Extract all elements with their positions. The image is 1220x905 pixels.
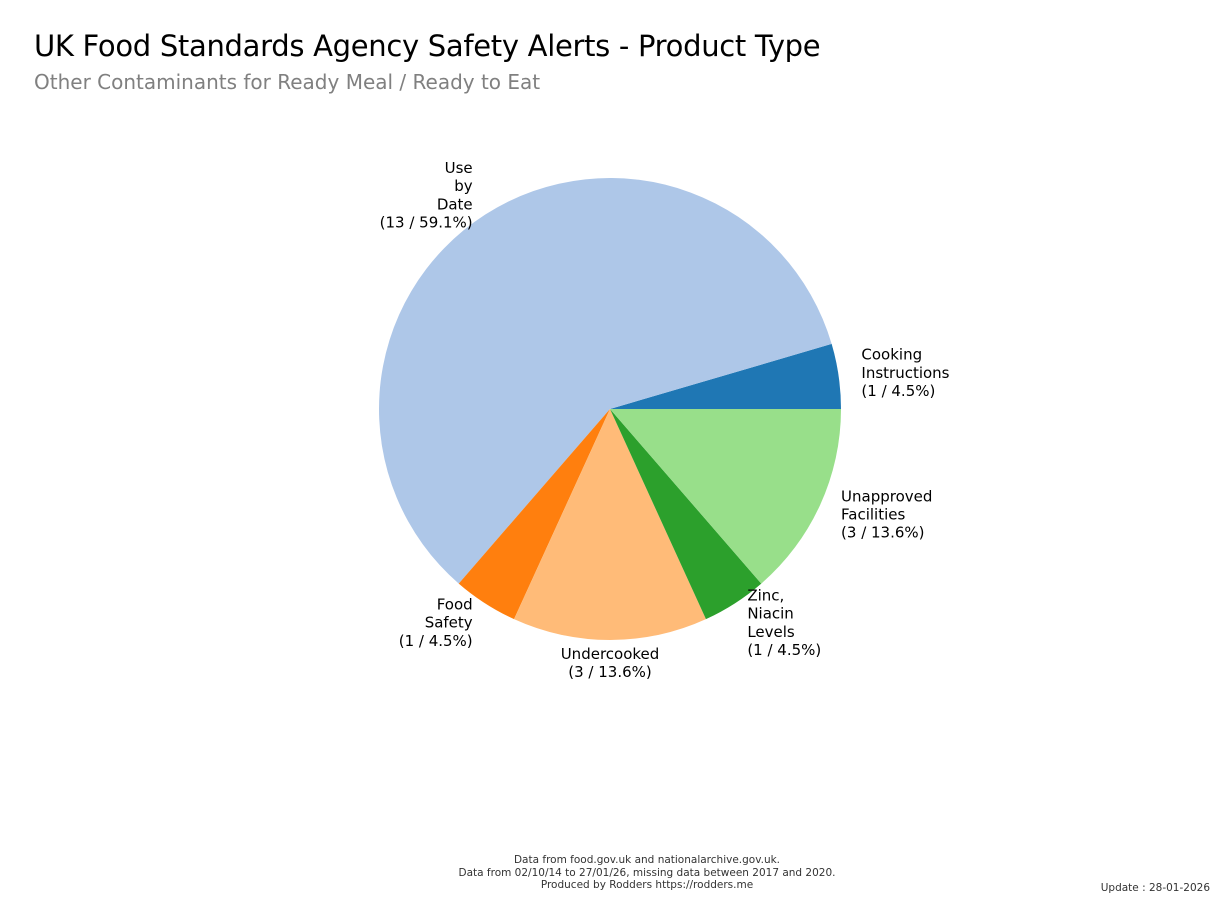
slice-label-line: Undercooked <box>561 645 660 663</box>
slice-label-line: (1 / 4.5%) <box>747 641 821 659</box>
slice-label-line: Zinc, <box>747 586 784 604</box>
slice-label-line: Niacin <box>747 605 794 623</box>
slice-label-line: (3 / 13.6%) <box>841 524 925 542</box>
slice-label-line: Safety <box>425 614 473 632</box>
slice-label-line: Facilities <box>841 506 905 524</box>
slice-label-line: Date <box>437 195 473 213</box>
slice-label-line: Levels <box>747 623 795 641</box>
slice-label: Zinc, Niacin Levels (1 / 4.5%) <box>747 586 821 659</box>
slice-label-line: Instructions <box>861 364 949 382</box>
pie-slice-zinc-niacin-levels <box>610 409 762 620</box>
slice-label: Undercooked (3 / 13.6%) <box>561 645 660 681</box>
slice-label-line: (13 / 59.1%) <box>380 214 473 232</box>
slice-label: Food Safety (1 / 4.5%) <box>399 595 473 649</box>
slice-label-line: Cooking <box>861 346 922 364</box>
pie-slice-cooking-instructions <box>610 343 841 409</box>
footer-source: Data from food.gov.uk and nationalarchiv… <box>513 854 781 866</box>
slice-label-line: Unapproved <box>841 487 932 505</box>
footer: Data from food.gov.uk and nationalarchiv… <box>0 854 1220 892</box>
slice-label-line: (1 / 4.5%) <box>861 382 935 400</box>
pie-slice-food-safety <box>458 409 610 620</box>
chart-subtitle: Other Contaminants for Ready Meal / Read… <box>34 70 541 94</box>
pie-slice-use-by-date <box>379 177 832 584</box>
chart-title: UK Food Standards Agency Safety Alerts -… <box>34 29 821 63</box>
slice-label-line: by <box>454 177 473 195</box>
slice-label-line: Food <box>437 595 473 613</box>
footer-credit: Produced by Rodders https://rodders.me <box>540 879 754 891</box>
update-date: Update : 28-01-2026 <box>1100 882 1210 894</box>
slice-label-line: (3 / 13.6%) <box>568 663 652 681</box>
slice-label: Use by Date (13 / 59.1%) <box>380 159 473 232</box>
slice-label: Cooking Instructions (1 / 4.5%) <box>861 346 949 400</box>
slice-label-line: (1 / 4.5%) <box>399 632 473 650</box>
pie-slice-undercooked <box>514 409 706 641</box>
footer-range: Data from 02/10/14 to 27/01/26, missing … <box>458 866 836 879</box>
pie-slice-unapproved-facilities <box>610 409 841 584</box>
slice-label-line: Use <box>445 159 473 177</box>
slice-label: Unapproved Facilities (3 / 13.6%) <box>841 487 932 541</box>
